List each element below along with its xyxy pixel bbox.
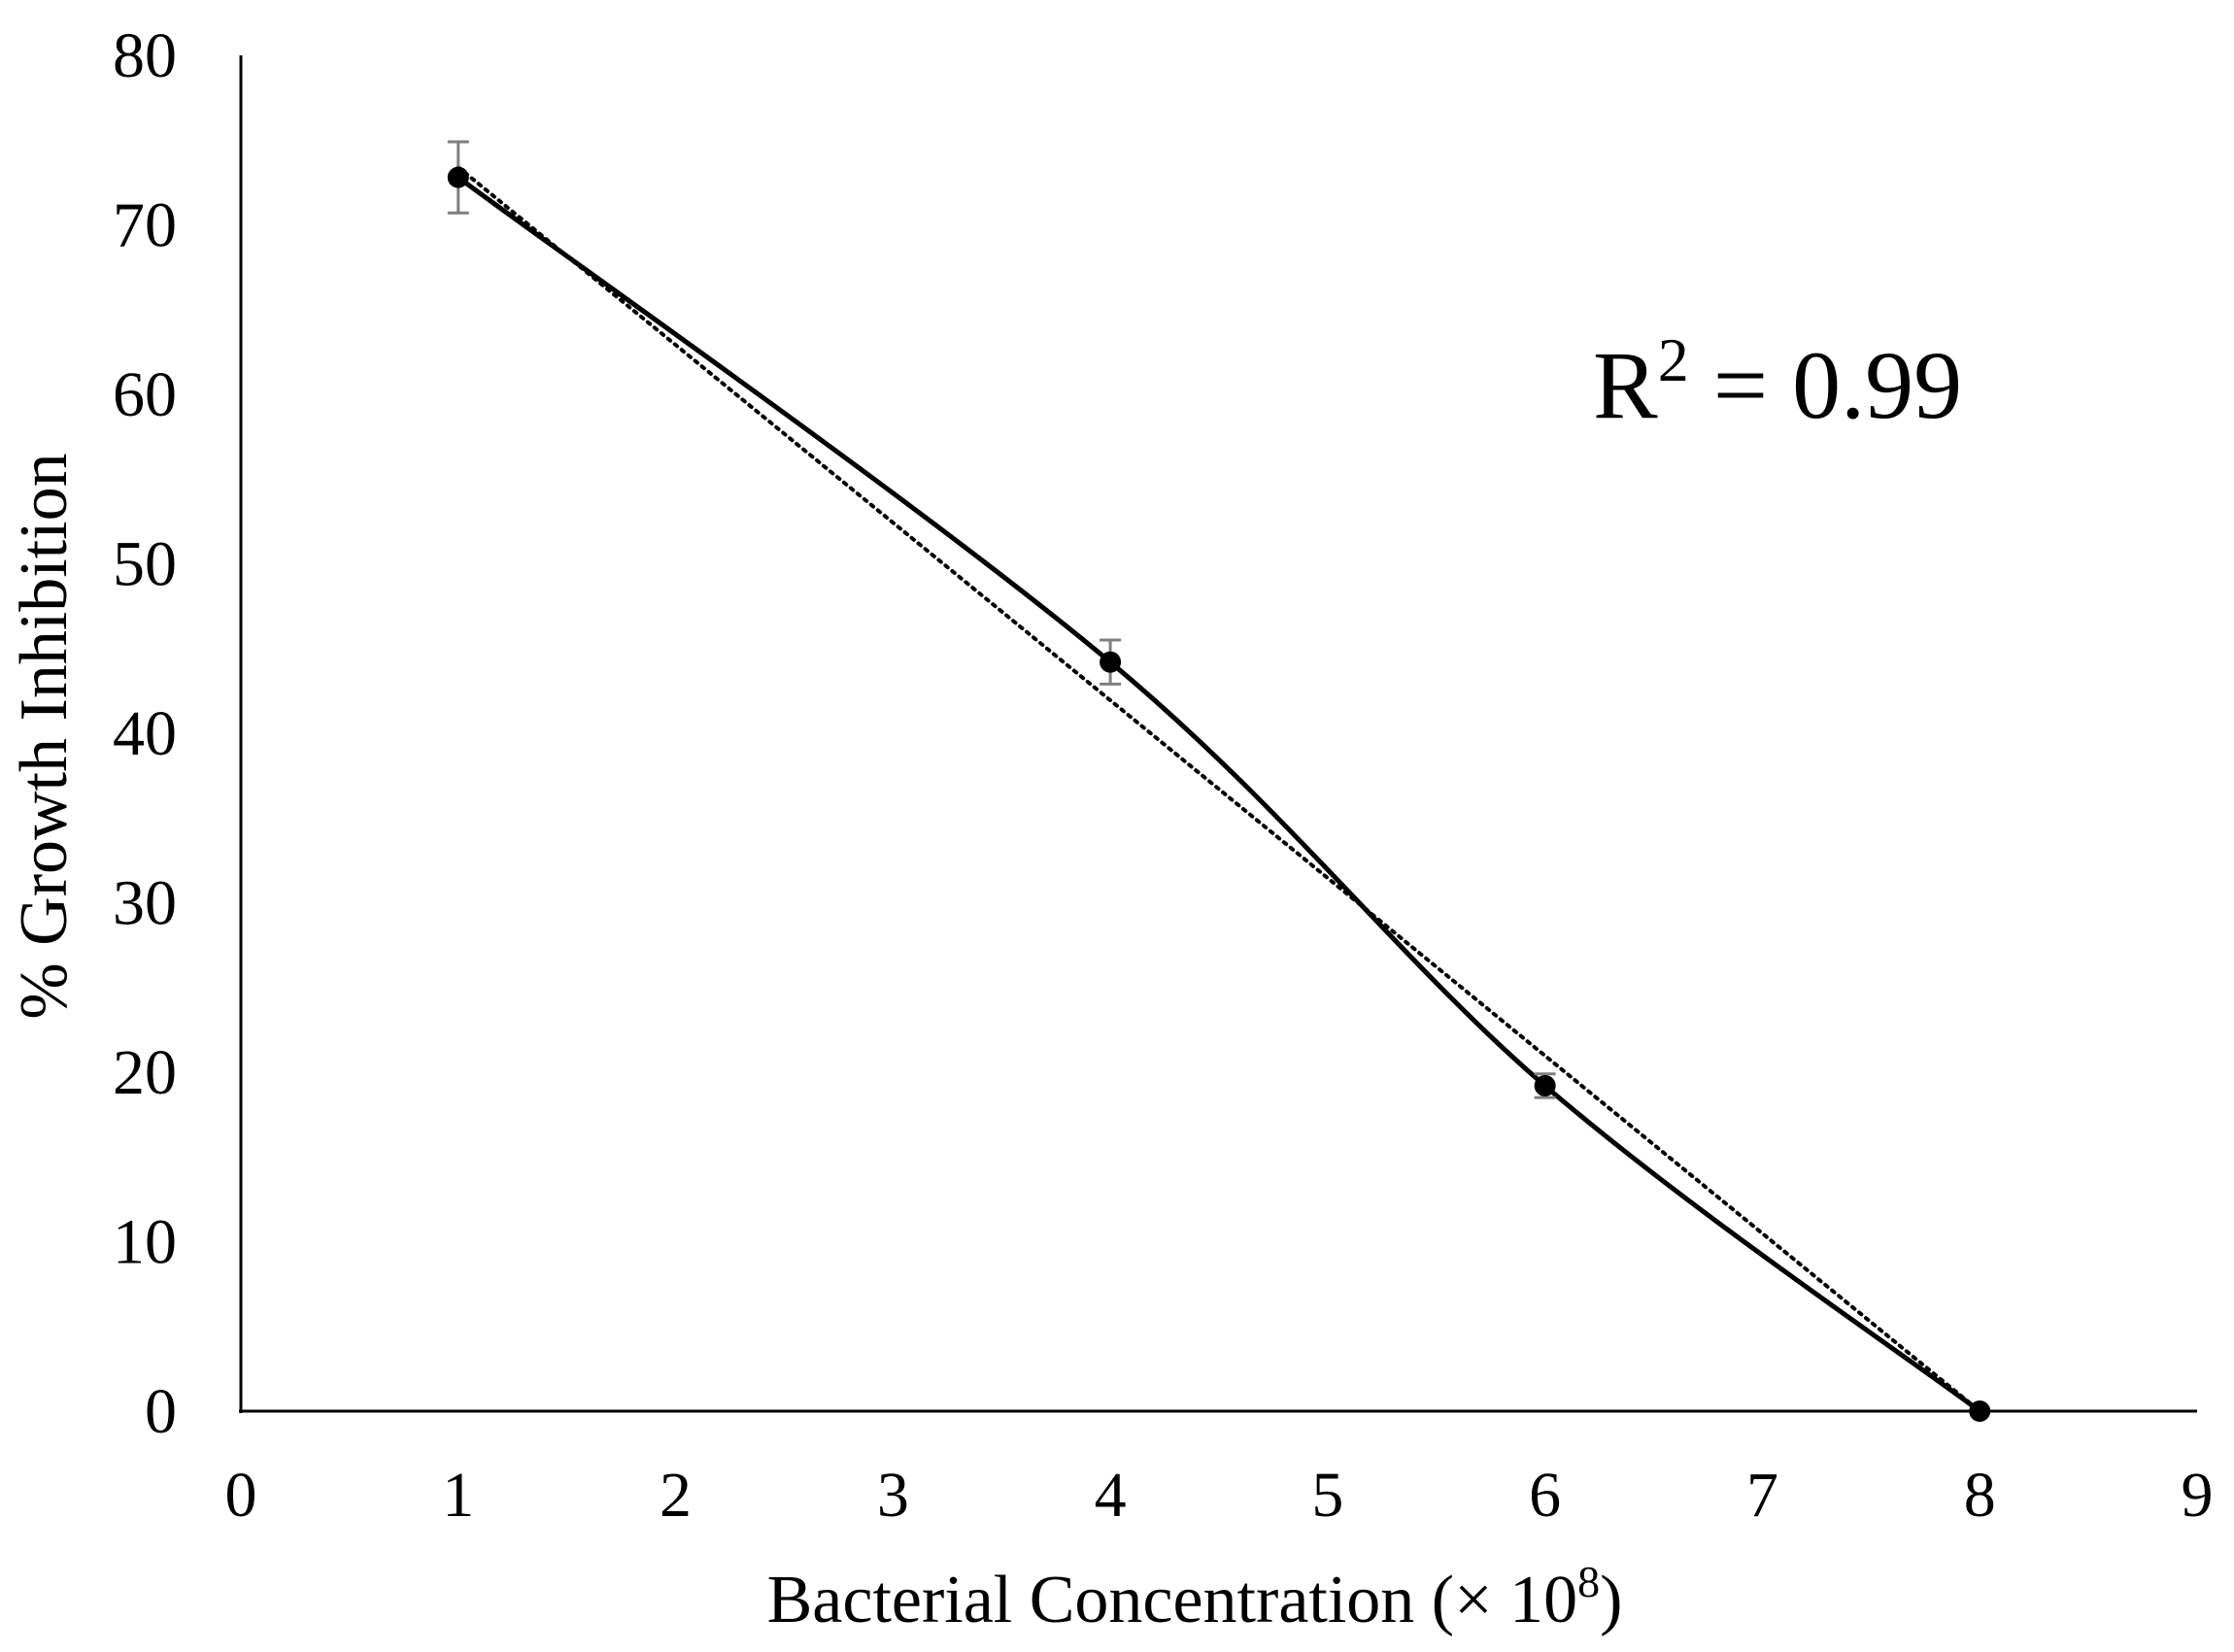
x-tick-label: 4 (1095, 1460, 1127, 1531)
x-tick-label: 3 (877, 1460, 909, 1531)
r-squared-superscript: 2 (1658, 325, 1689, 394)
r-squared-value: = 0.99 (1689, 331, 1962, 439)
data-points (447, 166, 1991, 1422)
x-axis-title-superscript: 8 (1577, 1557, 1600, 1606)
y-tick-label: 60 (113, 359, 177, 430)
y-tick-label: 30 (113, 868, 177, 939)
x-tick-label: 0 (225, 1460, 257, 1531)
r-squared-r: R (1593, 331, 1658, 439)
linear-trendline (456, 165, 1982, 1413)
tick-labels: 0 1 2 3 4 5 6 7 8 9 0 10 20 30 40 50 60 70 80 (113, 20, 2214, 1531)
y-tick-label: 20 (113, 1037, 177, 1108)
x-tick-label: 9 (2182, 1460, 2214, 1531)
x-tick-label: 2 (660, 1460, 692, 1531)
y-tick-label: 80 (113, 20, 177, 91)
series (457, 175, 1981, 1414)
data-point (1100, 651, 1122, 673)
data-point (1969, 1400, 1991, 1422)
y-tick-label: 10 (113, 1207, 177, 1278)
data-point (447, 166, 469, 188)
x-tick-label: 8 (1964, 1460, 1996, 1531)
y-axis-title: % Growth Inhibition (7, 453, 82, 1019)
y-tick-label: 50 (113, 529, 177, 600)
r-squared-annotation: R2 = 0.99 (1593, 325, 1962, 439)
y-tick-label: 40 (113, 698, 177, 769)
y-tick-label: 70 (113, 190, 177, 261)
data-point (1534, 1074, 1556, 1096)
error-bars (447, 140, 1556, 1099)
x-axis-title: Bacterial Concentration (× 108) (767, 1557, 1623, 1637)
x-tick-label: 7 (1746, 1460, 1778, 1531)
trendline (456, 165, 1982, 1413)
axes (239, 55, 2197, 1413)
x-tick-label: 1 (442, 1460, 474, 1531)
y-tick-label: 0 (145, 1376, 177, 1447)
x-tick-label: 5 (1311, 1460, 1343, 1531)
x-axis-title-suffix: ) (1600, 1563, 1622, 1637)
x-axis-title-text: Bacterial Concentration (× 10 (767, 1563, 1577, 1637)
series-line (457, 175, 1981, 1414)
x-tick-label: 6 (1529, 1460, 1561, 1531)
